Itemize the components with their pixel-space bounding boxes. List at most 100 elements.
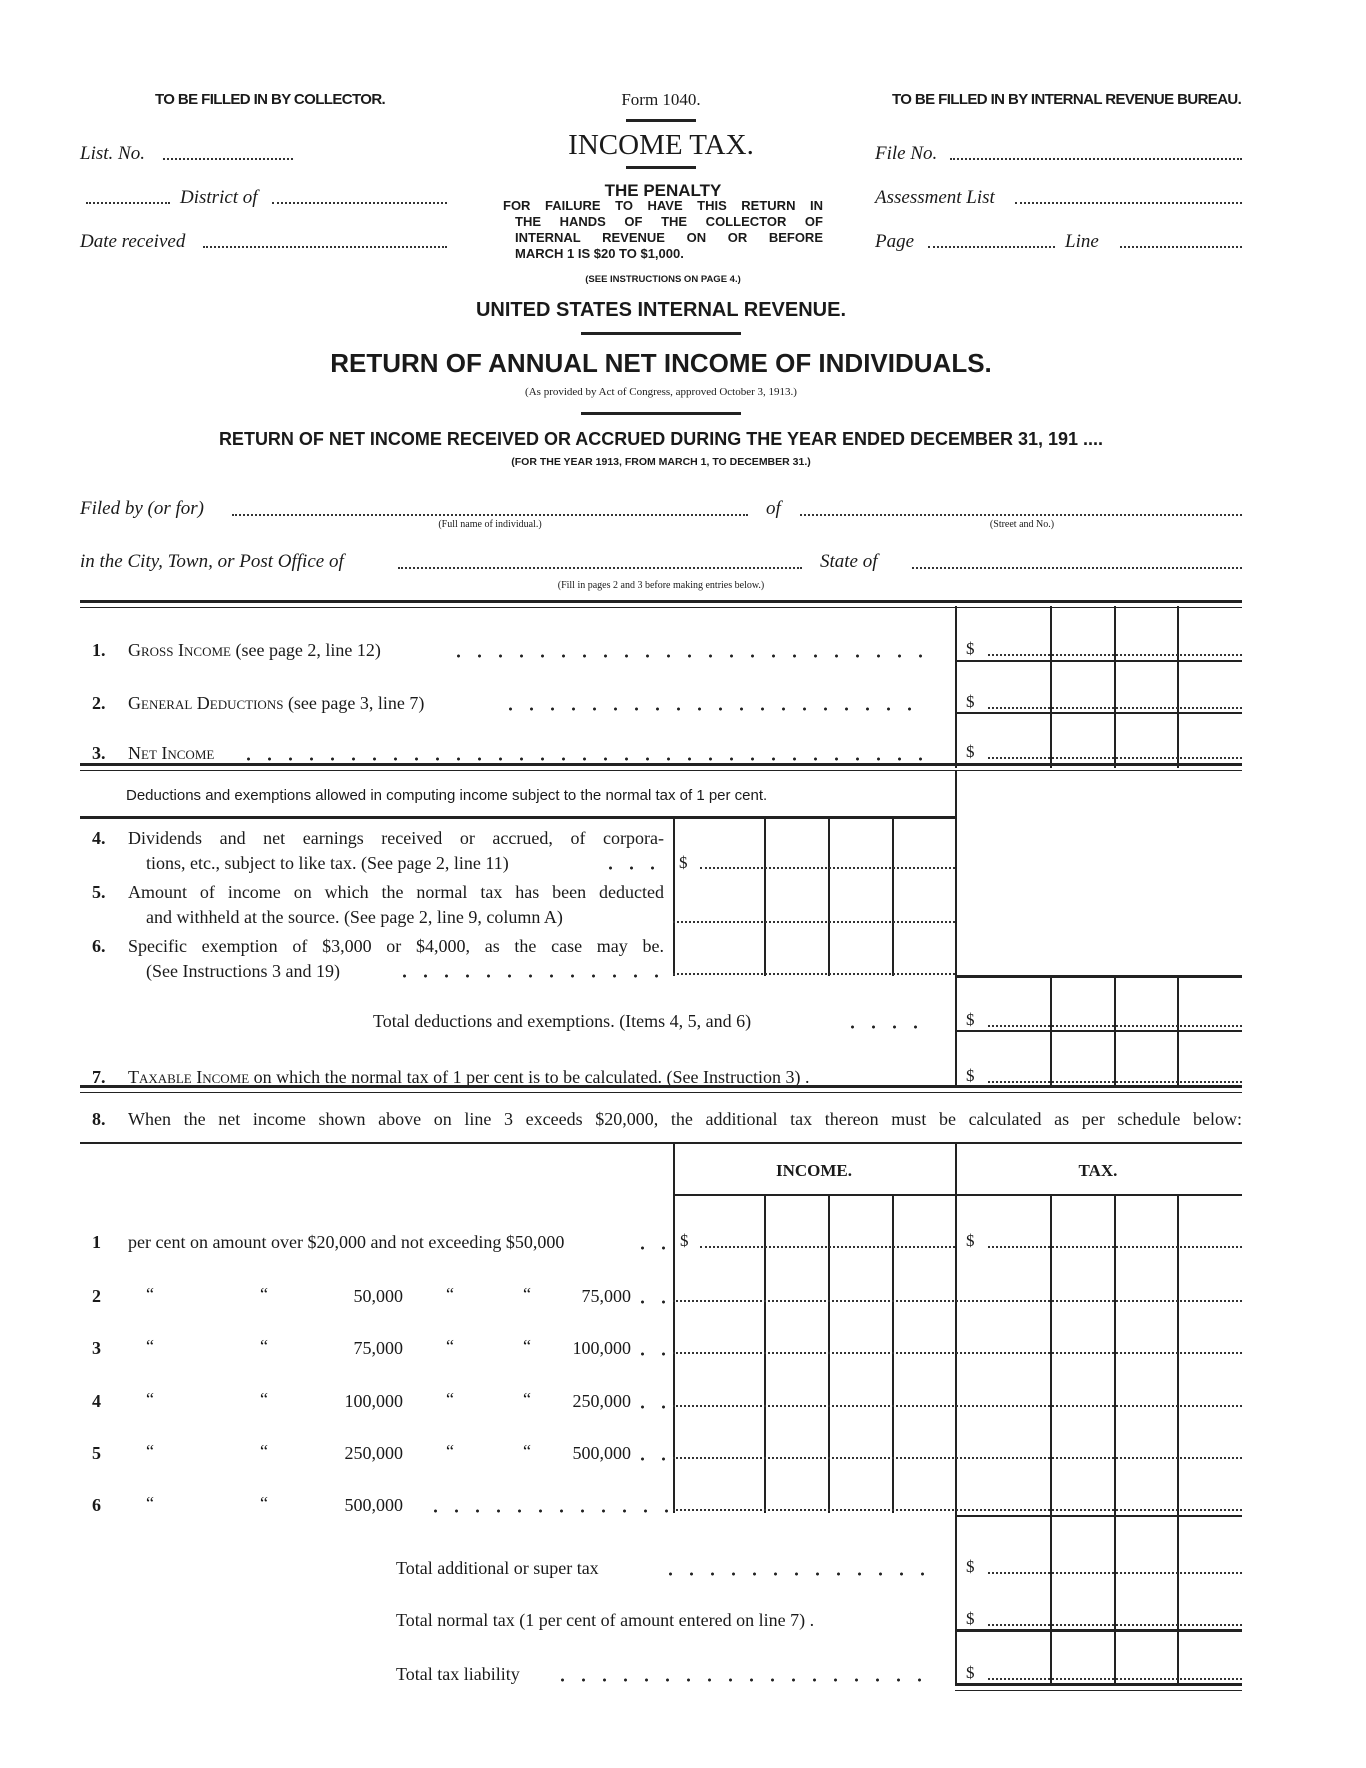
line-number: 5. (92, 882, 106, 902)
item-text: (See Instructions 3 and 19) (146, 961, 340, 981)
super-tax-label: Total additional or super tax (396, 1558, 599, 1578)
divider (626, 166, 696, 169)
file-no-field[interactable] (950, 158, 1242, 160)
bracket-2-field[interactable] (673, 1300, 1242, 1302)
dot-leader (238, 757, 928, 761)
total-deductions-label: Total deductions and exemptions. (Items … (373, 1011, 752, 1031)
city-label: in the City, Town, or Post Office of (80, 551, 344, 572)
bracket-from: 250,000 (344, 1443, 404, 1463)
currency: $ (966, 1231, 975, 1250)
net-income-field[interactable] (988, 757, 1242, 759)
gross-income-label: Gross Income (see page 2, line 12) (128, 641, 381, 659)
column-rule (1114, 977, 1116, 1088)
bureau-section-label: TO BE FILLED IN BY INTERNAL REVENUE BURE… (892, 91, 1242, 108)
currency: $ (966, 1010, 975, 1029)
state-field[interactable] (912, 567, 1242, 569)
ditto-mark: “ (260, 1389, 268, 1409)
state-of-label: State of (820, 551, 878, 572)
district-of-field[interactable] (272, 202, 447, 204)
row-rule (955, 1515, 1242, 1517)
row-rule (955, 975, 1242, 978)
collector-section-label: TO BE FILLED IN BY COLLECTOR. (155, 91, 386, 108)
super-tax-field[interactable] (988, 1572, 1242, 1574)
row-rule (955, 712, 1242, 714)
dot-leader (842, 1025, 928, 1029)
full-name-field[interactable] (232, 514, 748, 516)
bracket-from: 75,000 (353, 1338, 404, 1358)
line-number: 4. (92, 828, 106, 848)
general-deductions-field[interactable] (988, 707, 1242, 709)
return-title: RETURN OF ANNUAL NET INCOME OF INDIVIDUA… (330, 348, 992, 378)
divider (581, 332, 741, 335)
ditto-mark: “ (146, 1441, 154, 1461)
column-rule (828, 1196, 830, 1513)
income-bracket-1-field[interactable] (700, 1246, 955, 1248)
specific-exemption-field[interactable] (673, 973, 955, 975)
city-field[interactable] (398, 567, 802, 569)
tax-liability-label: Total tax liability (396, 1664, 520, 1684)
column-rule (764, 1196, 766, 1513)
line-number: 7. (92, 1067, 106, 1087)
bracket-5-field[interactable] (673, 1457, 1242, 1459)
form-number: Form 1040. (621, 90, 701, 109)
dividends-field[interactable] (700, 867, 955, 869)
dot-leader (394, 974, 668, 978)
fill-hint: (Fill in pages 2 and 3 before making ent… (557, 580, 765, 591)
row-rule (955, 1629, 1242, 1632)
page-field[interactable] (928, 246, 1055, 248)
page-label: Page (875, 231, 915, 252)
ditto-mark: “ (523, 1336, 531, 1356)
assessment-list-field[interactable] (1015, 202, 1242, 204)
bracket-from: 500,000 (344, 1495, 404, 1515)
normal-tax-label: Total normal tax (1 per cent of amount e… (396, 1610, 815, 1630)
bracket-3-field[interactable] (673, 1352, 1242, 1354)
tax-liability-field[interactable] (988, 1678, 1242, 1680)
gross-income-field[interactable] (988, 654, 1242, 656)
assessment-list-label: Assessment List (875, 187, 995, 208)
income-column-header: INCOME. (775, 1161, 853, 1180)
withheld-income-field[interactable] (673, 921, 955, 923)
column-rule (1177, 977, 1179, 1088)
full-name-hint: (Full name of individual.) (438, 519, 542, 530)
bracket-6-field[interactable] (673, 1509, 1242, 1511)
currency: $ (680, 1231, 689, 1250)
bracket-4-field[interactable] (673, 1405, 1242, 1407)
dot-leader (500, 707, 928, 711)
column-rule (892, 818, 894, 976)
tax-bracket-1-field[interactable] (988, 1246, 1242, 1248)
section-rule (80, 1142, 1242, 1144)
line-field[interactable] (1120, 246, 1242, 248)
ditto-mark: “ (146, 1493, 154, 1513)
ditto-mark: “ (446, 1336, 454, 1356)
agency-name: UNITED STATES INTERNAL REVENUE. (475, 299, 847, 321)
column-rule (1050, 606, 1052, 768)
ditto-mark: “ (446, 1441, 454, 1461)
item-text: Dividends and net earnings received or a… (128, 828, 664, 848)
divider (626, 119, 696, 122)
column-rule (955, 771, 957, 976)
column-rule (673, 1143, 675, 1513)
taxable-income-field[interactable] (988, 1081, 1242, 1083)
schedule-row-label: per cent on amount over $20,000 and not … (128, 1232, 565, 1252)
ditto-mark: “ (260, 1284, 268, 1304)
district-of-label: District of (180, 187, 258, 208)
dot-leader (600, 866, 668, 870)
date-received-field[interactable] (203, 246, 447, 248)
schedule-row-number: 6 (92, 1495, 101, 1515)
district-prefix-field[interactable] (86, 202, 170, 204)
currency: $ (966, 1609, 975, 1628)
column-rule (764, 818, 766, 976)
list-no-field[interactable] (163, 158, 293, 160)
bracket-to: 100,000 (572, 1338, 632, 1358)
total-deductions-field[interactable] (988, 1025, 1242, 1027)
ditto-mark: “ (523, 1389, 531, 1409)
ditto-mark: “ (523, 1284, 531, 1304)
dot-leader (632, 1352, 668, 1356)
row-rule (955, 660, 1242, 662)
street-field[interactable] (800, 514, 1242, 516)
year-note: (FOR THE YEAR 1913, FROM MARCH 1, TO DEC… (511, 456, 811, 468)
normal-tax-field[interactable] (988, 1624, 1242, 1626)
dot-leader (552, 1678, 928, 1682)
schedule-row-number: 5 (92, 1443, 101, 1463)
